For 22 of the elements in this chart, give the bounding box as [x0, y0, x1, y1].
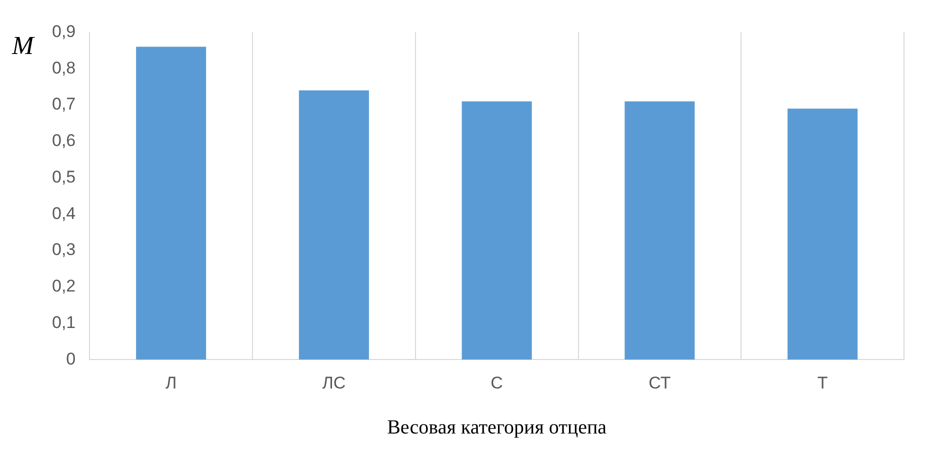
y-tick-label: 0,2	[52, 276, 76, 296]
x-tick-label: С	[490, 373, 503, 392]
x-tick-label: СТ	[648, 373, 671, 392]
y-tick-label: 0,9	[52, 22, 76, 41]
x-axis-title: Весовая категория отцепа	[387, 416, 607, 438]
bar	[624, 101, 695, 360]
x-tick-label: Л	[165, 373, 177, 392]
y-tick-label: 0,6	[52, 131, 76, 150]
bar	[136, 46, 206, 360]
bar	[298, 90, 369, 360]
y-tick-label: 0,3	[52, 240, 76, 260]
y-tick-label: 0,7	[52, 94, 76, 114]
y-tick-label: 0	[66, 349, 76, 368]
bar	[462, 101, 532, 360]
y-tick-label: 0,4	[52, 204, 76, 223]
bar	[788, 108, 858, 360]
x-tick-label: ЛС	[322, 373, 346, 392]
y-tick-label: 0,5	[52, 167, 76, 186]
y-tick-label: 0,1	[52, 312, 76, 332]
y-axis-title: M	[11, 30, 35, 60]
y-tick-label: 0,8	[52, 58, 76, 78]
x-tick-label: Т	[817, 373, 828, 392]
